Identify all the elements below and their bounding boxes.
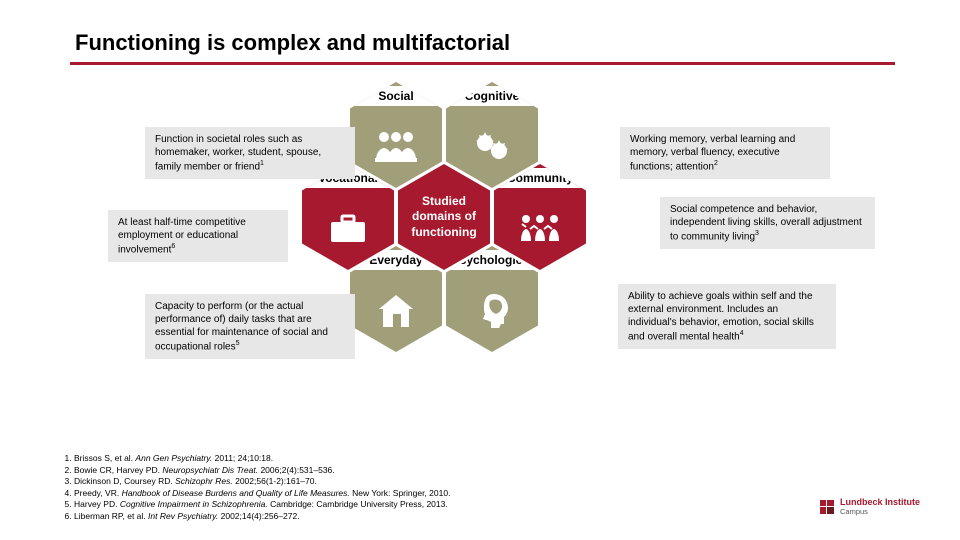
- reference-item: Bowie CR, Harvey PD. Neuropsychiatr Dis …: [74, 465, 450, 476]
- hex-psychological: Psychological: [446, 246, 538, 352]
- reference-item: Dickinson D, Coursey RD. Schizophr Res. …: [74, 476, 450, 487]
- hex-vocational: Vocational: [302, 164, 394, 270]
- desc-cognitive: Working memory, verbal learning and memo…: [620, 127, 830, 179]
- page-title: Functioning is complex and multifactoria…: [75, 30, 510, 56]
- desc-vocational: At least half-time competitive employmen…: [108, 210, 288, 262]
- reference-item: Liberman RP, et al. Int Rev Psychiatry. …: [74, 511, 450, 522]
- hex-everyday: Everyday: [350, 246, 442, 352]
- hex-center: Studied domains of functioning: [398, 164, 490, 270]
- hex-label-social: Social: [350, 86, 442, 106]
- everyday-icon: [350, 270, 442, 352]
- logo-line1: Lundbeck Institute: [840, 497, 920, 507]
- psychological-icon: [446, 270, 538, 352]
- logo-mark: [820, 500, 834, 514]
- desc-social: Function in societal roles such as homem…: [145, 127, 355, 179]
- desc-everyday: Capacity to perform (or the actual perfo…: [145, 294, 355, 359]
- hex-social: Social: [350, 82, 442, 188]
- logo-line2: Campus: [840, 508, 920, 516]
- brand-logo: Lundbeck Institute Campus: [820, 498, 920, 516]
- hex-cognitive: Cognitive: [446, 82, 538, 188]
- desc-psychological: Ability to achieve goals within self and…: [618, 284, 836, 349]
- reference-item: Preedy, VR. Handbook of Disease Burdens …: [74, 488, 450, 499]
- desc-community: Social competence and behavior, independ…: [660, 197, 875, 249]
- references-list: Brissos S, et al. Ann Gen Psychiatry. 20…: [60, 453, 450, 522]
- hex-community: Community: [494, 164, 586, 270]
- logo-text: Lundbeck Institute Campus: [840, 498, 920, 516]
- reference-item: Brissos S, et al. Ann Gen Psychiatry. 20…: [74, 453, 450, 464]
- reference-item: Harvey PD. Cognitive Impairment in Schiz…: [74, 499, 450, 510]
- title-underline: [70, 62, 895, 65]
- hex-label-cognitive: Cognitive: [446, 86, 538, 106]
